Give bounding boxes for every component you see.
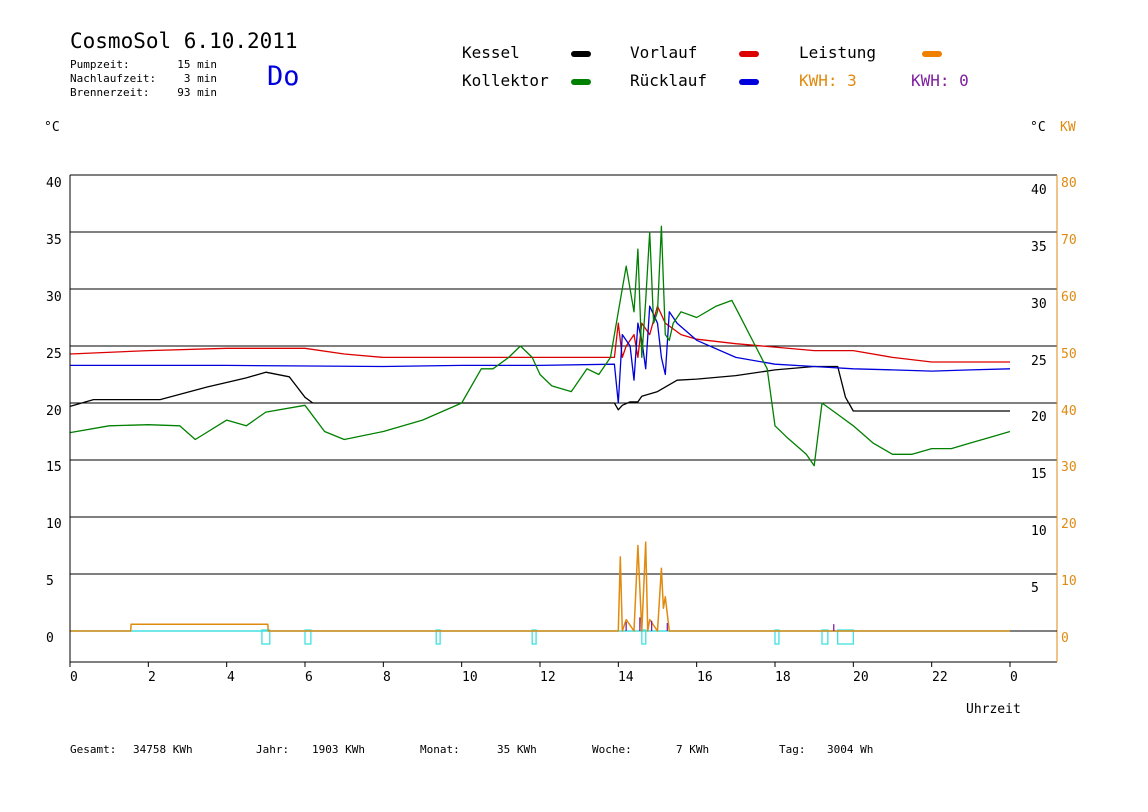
kw-tick-label: 30 xyxy=(1061,460,1077,475)
x-tick-label: 20 xyxy=(853,670,869,685)
left-tick-label: 30 xyxy=(46,290,62,305)
chart-grid xyxy=(70,231,1057,632)
left-tick-label: 40 xyxy=(46,176,62,191)
right-tick-label: 10 xyxy=(1031,524,1047,539)
pump-run-marker xyxy=(641,629,647,645)
chart-frame xyxy=(69,174,1058,667)
kw-tick-label: 50 xyxy=(1061,347,1077,362)
kw-tick-label: 40 xyxy=(1061,404,1077,419)
right-axis-unit: °C xyxy=(1030,120,1046,135)
x-tick-label: 14 xyxy=(618,670,634,685)
stat-label-pumpzeit: Pumpzeit: xyxy=(70,58,130,71)
pump-run-marker xyxy=(304,629,312,645)
series-line-kessel xyxy=(69,365,1010,412)
legend-ruecklauf-label: Rücklauf xyxy=(630,71,708,90)
stat-label-nachlaufzeit: Nachlaufzeit: xyxy=(70,72,157,85)
legend-vorlauf-swatch-icon xyxy=(739,51,759,57)
left-axis-unit: °C xyxy=(44,120,60,135)
footer-label-gesamt: Gesamt: xyxy=(70,743,117,756)
pump-run-marker xyxy=(837,629,854,645)
right-tick-label: 40 xyxy=(1031,183,1047,198)
series-line-kollektor xyxy=(69,225,1011,467)
left-tick-label: 15 xyxy=(46,460,62,475)
stat-value-brennerzeit: 93 min xyxy=(177,86,217,99)
legend-kessel-swatch-icon xyxy=(571,51,591,57)
pump-run-marker xyxy=(774,629,780,645)
x-tick-label: 12 xyxy=(540,670,556,685)
left-tick-label: 35 xyxy=(46,233,62,248)
pump-run-marker xyxy=(821,629,829,645)
series-line-rcklauf xyxy=(70,305,1011,404)
kw-tick-label: 80 xyxy=(1061,176,1077,191)
x-axis-label: Uhrzeit xyxy=(966,702,1021,717)
x-tick-label: 0 xyxy=(1010,670,1018,685)
kw-tick-label: 60 xyxy=(1061,290,1077,305)
footer-label-woche: Woche: xyxy=(592,743,632,756)
series-line-vorlauf xyxy=(69,305,1010,363)
kw-tick-label: 0 xyxy=(1061,631,1069,646)
x-tick-label: 22 xyxy=(932,670,948,685)
kw-tick-label: 20 xyxy=(1061,517,1077,532)
series-line-leistung xyxy=(70,541,1010,632)
page-title: CosmoSol 6.10.2011 xyxy=(70,29,298,53)
stat-label-brennerzeit: Brennerzeit: xyxy=(70,86,150,99)
footer-value-jahr: 1903 KWh xyxy=(312,743,365,756)
left-tick-label: 0 xyxy=(46,631,54,646)
legend-kollektor-label: Kollektor xyxy=(462,71,549,90)
footer-value-gesamt: 34758 KWh xyxy=(133,743,193,756)
x-tick-label: 16 xyxy=(697,670,713,685)
legend-kwh-leistung: KWH: 3 xyxy=(799,71,857,90)
left-tick-label: 20 xyxy=(46,404,62,419)
right-tick-label: 25 xyxy=(1031,354,1047,369)
legend-kwh-second: KWH: 0 xyxy=(911,71,969,90)
right-tick-label: 15 xyxy=(1031,467,1047,482)
left-tick-label: 5 xyxy=(46,574,54,589)
x-tick-label: 10 xyxy=(462,670,478,685)
pump-run-marker xyxy=(435,629,441,645)
legend-leistung-label: Leistung xyxy=(799,43,877,62)
legend-kessel-label: Kessel xyxy=(462,43,520,62)
x-tick-label: 0 xyxy=(70,670,78,685)
pump-run-marker xyxy=(261,629,271,645)
x-tick-label: 8 xyxy=(383,670,391,685)
legend-leistung-swatch-icon xyxy=(922,51,942,57)
left-tick-label: 10 xyxy=(46,517,62,532)
footer-value-woche: 7 KWh xyxy=(676,743,710,756)
legend-ruecklauf-swatch-icon xyxy=(739,79,759,85)
right-tick-label: 35 xyxy=(1031,240,1047,255)
chart-series-layer xyxy=(69,225,1011,645)
kw-tick-label: 10 xyxy=(1061,574,1077,589)
stat-value-nachlaufzeit: 3 min xyxy=(183,72,217,85)
legend-vorlauf-label: Vorlauf xyxy=(630,43,698,62)
footer-value-monat: 35 KWh xyxy=(497,743,537,756)
left-tick-label: 25 xyxy=(46,347,62,362)
x-tick-label: 6 xyxy=(305,670,313,685)
footer-label-monat: Monat: xyxy=(420,743,460,756)
x-tick-label: 2 xyxy=(148,670,156,685)
kw-axis-unit: KW xyxy=(1060,120,1076,135)
kw-tick-label: 70 xyxy=(1061,233,1077,248)
footer-value-tag: 3004 Wh xyxy=(827,743,874,756)
pump-run-marker xyxy=(531,629,537,645)
stat-value-pumpzeit: 15 min xyxy=(177,58,217,71)
footer-label-jahr: Jahr: xyxy=(256,743,290,756)
right-tick-label: 20 xyxy=(1031,410,1047,425)
footer-label-tag: Tag: xyxy=(779,743,806,756)
x-tick-label: 4 xyxy=(227,670,235,685)
right-tick-label: 30 xyxy=(1031,297,1047,312)
x-tick-label: 18 xyxy=(775,670,791,685)
weekday-label: Do xyxy=(267,61,300,92)
right-tick-label: 5 xyxy=(1031,581,1039,596)
legend-kollektor-swatch-icon xyxy=(571,79,591,85)
